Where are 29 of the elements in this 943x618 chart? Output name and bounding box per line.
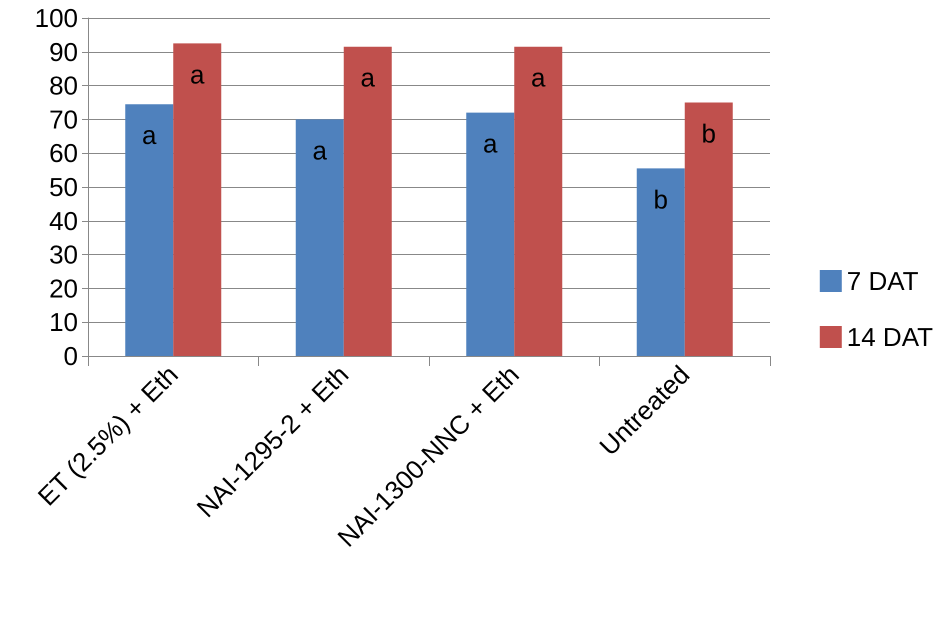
y-tick-label: 30 [49, 240, 78, 270]
legend-label: 14 DAT [846, 322, 934, 352]
bar [344, 46, 392, 356]
y-tick-label: 60 [49, 138, 78, 168]
data-label: a [142, 120, 158, 150]
data-label: b [702, 118, 716, 148]
data-label: b [654, 184, 668, 214]
bar [514, 46, 562, 356]
y-tick-label: 70 [49, 104, 78, 134]
y-tick-label: 80 [49, 70, 78, 101]
y-tick-label: 50 [49, 172, 78, 202]
bar [125, 104, 174, 356]
y-tick-label: 10 [49, 307, 78, 338]
y-tick-label: 100 [34, 3, 78, 33]
bar [173, 43, 222, 356]
data-label: a [531, 62, 546, 93]
data-label: a [483, 128, 498, 159]
y-tick-label: 40 [49, 206, 78, 236]
y-tick-label: 0 [64, 341, 78, 371]
data-label: a [190, 59, 206, 90]
data-label: a [312, 135, 328, 166]
bar [466, 112, 514, 356]
data-label: a [360, 62, 376, 93]
bar [684, 102, 733, 356]
bar [636, 168, 685, 356]
y-tick-label: 90 [49, 36, 78, 67]
y-tick-label: 20 [49, 273, 78, 304]
bar [296, 119, 344, 356]
legend-label: 7 DAT [846, 266, 919, 296]
